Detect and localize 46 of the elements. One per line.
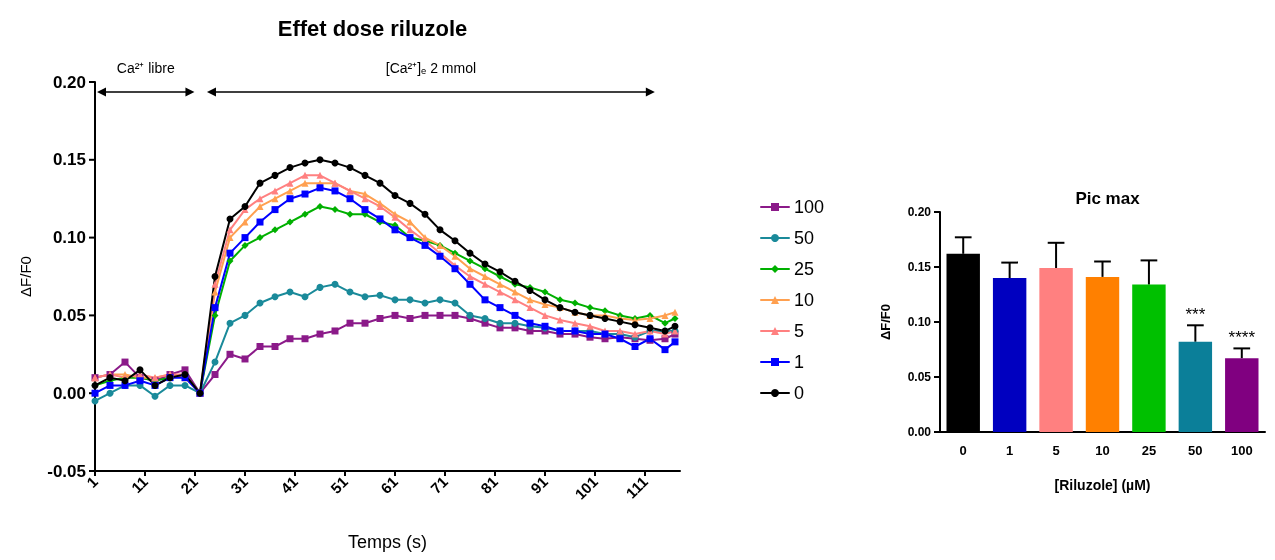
y-tick-label: 0.00 [52, 383, 86, 403]
x-tick-label: 71 [427, 472, 452, 497]
y-tick-label: 0.10 [52, 228, 86, 248]
legend-label: 10 [794, 290, 815, 310]
legend-label: 25 [794, 259, 815, 279]
text: Ca²⁺ libre [116, 60, 175, 76]
y-tick-label: 0.10 [907, 315, 932, 329]
x-tick-label: 81 [477, 472, 502, 497]
chart-title: Pic max [1075, 189, 1141, 208]
x-tick-label: 61 [377, 472, 402, 497]
x-tick-label: 25 [1141, 443, 1157, 458]
y-tick-label: 0.20 [52, 72, 86, 92]
y-tick-label: 0.15 [52, 150, 86, 170]
legend-label: 100 [794, 197, 825, 217]
x-tick-label: 21 [177, 472, 202, 497]
y-tick-label: 0.15 [907, 260, 932, 274]
x-tick-label: 5 [1052, 443, 1060, 458]
legend-label: 5 [794, 321, 805, 341]
x-tick-label: 111 [622, 472, 652, 502]
x-tick-label: 101 [571, 472, 602, 503]
legend-label: 1 [794, 352, 805, 372]
x-tick-label: 41 [277, 472, 302, 497]
x-axis-title: [Riluzole] (µM) [1054, 477, 1151, 493]
y-axis-title: ΔF/F0 [17, 256, 34, 297]
y-tick-label: 0.20 [907, 205, 932, 219]
legend-label: 0 [794, 383, 805, 403]
annotation: *** [1185, 305, 1206, 325]
x-tick-label: 0 [959, 443, 967, 458]
chart-title: Effet dose riluzole [277, 15, 468, 41]
x-tick-label: 11 [127, 472, 152, 497]
x-tick-label: 50 [1188, 443, 1203, 458]
x-tick-label: 91 [527, 472, 552, 497]
x-tick-label: 1 [1006, 443, 1014, 458]
text: [Ca²⁺]ₑ 2 mmol [385, 60, 477, 76]
x-axis-title: Temps (s) [347, 532, 428, 552]
x-tick-label: 51 [327, 472, 352, 497]
y-axis-title: ΔF/F0 [878, 303, 893, 341]
annotation: **** [1228, 328, 1256, 348]
y-tick-label: 0.00 [907, 425, 932, 439]
x-tick-label: 100 [1230, 443, 1253, 458]
x-tick-label: 31 [227, 472, 252, 497]
x-tick-label: 10 [1095, 443, 1110, 458]
y-tick-label: -0.05 [47, 461, 86, 481]
legend-label: 50 [794, 228, 815, 248]
y-tick-label: 0.05 [907, 370, 932, 384]
y-tick-label: 0.05 [52, 305, 86, 325]
